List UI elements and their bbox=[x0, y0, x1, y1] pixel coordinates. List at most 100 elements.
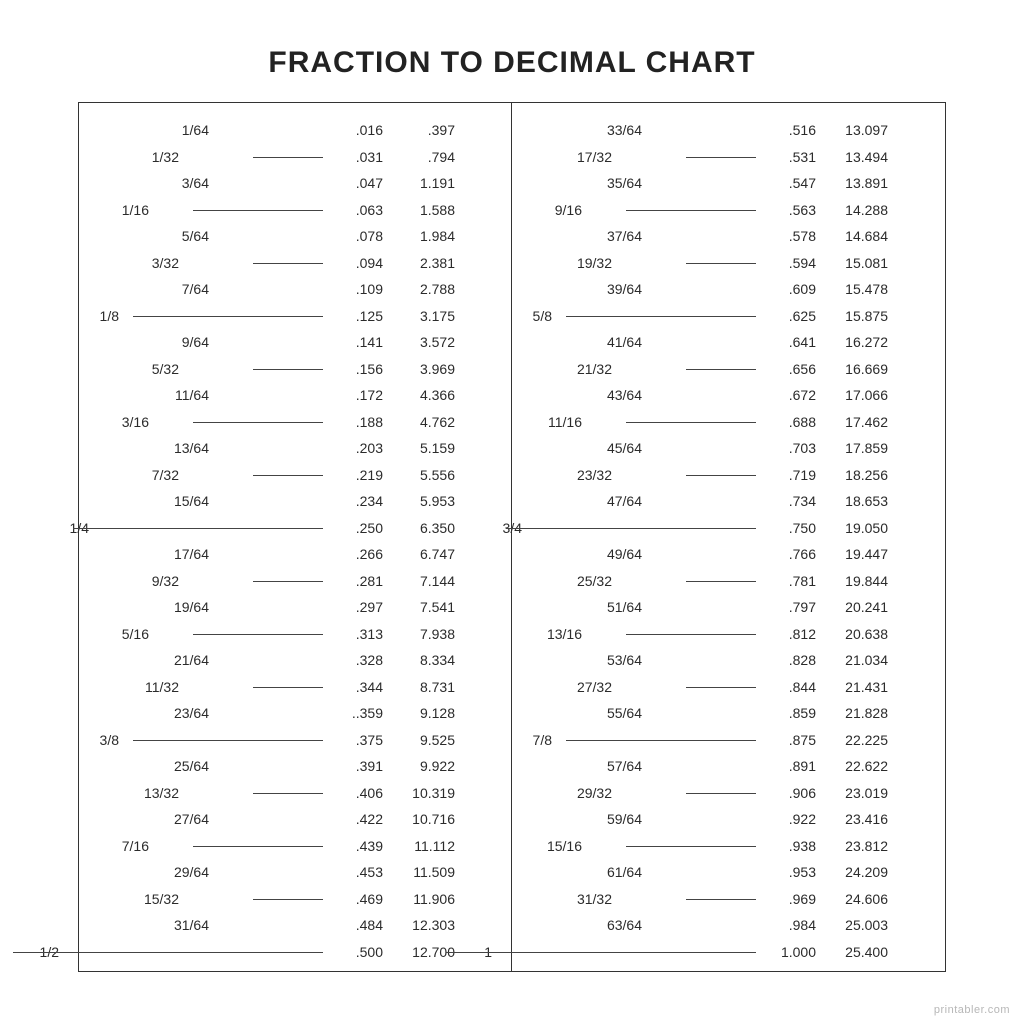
mm-cell: 21.034 bbox=[816, 652, 888, 668]
decimal-cell: .047 bbox=[323, 175, 383, 191]
mm-cell: 7.541 bbox=[383, 599, 455, 615]
table-row: 3/64.0471.191 bbox=[93, 170, 497, 197]
table-row: 35/64.54713.891 bbox=[526, 170, 931, 197]
fraction-cell: 5/16 bbox=[33, 626, 153, 642]
mm-cell: 17.859 bbox=[816, 440, 888, 456]
decimal-cell: .031 bbox=[323, 149, 383, 165]
decimal-cell: .516 bbox=[756, 122, 816, 138]
fraction-cell: 19/64 bbox=[93, 599, 213, 615]
mm-cell: 14.288 bbox=[816, 202, 888, 218]
fraction-cell: 5/32 bbox=[63, 361, 183, 377]
fraction-cell: 37/64 bbox=[526, 228, 646, 244]
mm-cell: 2.381 bbox=[383, 255, 455, 271]
table-row: 7/8.87522.225 bbox=[526, 727, 931, 754]
mm-cell: 25.400 bbox=[816, 944, 888, 960]
mm-cell: 6.747 bbox=[383, 546, 455, 562]
fraction-cell: 17/32 bbox=[496, 149, 616, 165]
mm-cell: 18.653 bbox=[816, 493, 888, 509]
table-row: 25/32.78119.844 bbox=[526, 568, 931, 595]
mm-cell: 23.416 bbox=[816, 811, 888, 827]
decimal-cell: .109 bbox=[323, 281, 383, 297]
fraction-cell: 59/64 bbox=[526, 811, 646, 827]
table-row: 31/32.96924.606 bbox=[526, 886, 931, 913]
decimal-cell: .141 bbox=[323, 334, 383, 350]
table-row: 17/32.53113.494 bbox=[526, 144, 931, 171]
decimal-cell: .313 bbox=[323, 626, 383, 642]
fraction-cell: 7/64 bbox=[93, 281, 213, 297]
fraction-cell: 45/64 bbox=[526, 440, 646, 456]
mm-cell: 16.272 bbox=[816, 334, 888, 350]
mm-cell: 7.938 bbox=[383, 626, 455, 642]
decimal-cell: .094 bbox=[323, 255, 383, 271]
table-row: 25/64.3919.922 bbox=[93, 753, 497, 780]
mm-cell: 22.225 bbox=[816, 732, 888, 748]
decimal-cell: .344 bbox=[323, 679, 383, 695]
mm-cell: 9.922 bbox=[383, 758, 455, 774]
decimal-cell: .439 bbox=[323, 838, 383, 854]
table-row: 31/64.48412.303 bbox=[93, 912, 497, 939]
fraction-cell: 35/64 bbox=[526, 175, 646, 191]
table-row: 11/16.68817.462 bbox=[526, 409, 931, 436]
fraction-cell: 3/8 bbox=[3, 732, 123, 748]
decimal-cell: .156 bbox=[323, 361, 383, 377]
table-row: 7/32.2195.556 bbox=[93, 462, 497, 489]
table-row: 5/32.1563.969 bbox=[93, 356, 497, 383]
mm-cell: 21.828 bbox=[816, 705, 888, 721]
fraction-cell: 1/8 bbox=[3, 308, 123, 324]
fraction-cell: 23/32 bbox=[496, 467, 616, 483]
table-row: 1/16.0631.588 bbox=[93, 197, 497, 224]
decimal-cell: .594 bbox=[756, 255, 816, 271]
table-row: 21/32.65616.669 bbox=[526, 356, 931, 383]
page: FRACTION TO DECIMAL CHART 1/64.016.3971/… bbox=[0, 0, 1024, 1024]
mm-cell: 25.003 bbox=[816, 917, 888, 933]
table-row: 41/64.64116.272 bbox=[526, 329, 931, 356]
right-column: 33/64.51613.09717/32.53113.49435/64.5471… bbox=[512, 103, 945, 971]
decimal-cell: .063 bbox=[323, 202, 383, 218]
fraction-cell: 13/32 bbox=[63, 785, 183, 801]
table-row: 5/16.3137.938 bbox=[93, 621, 497, 648]
decimal-cell: .469 bbox=[323, 891, 383, 907]
mm-cell: 10.319 bbox=[383, 785, 455, 801]
table-row: 15/16.93823.812 bbox=[526, 833, 931, 860]
table-row: 11.00025.400 bbox=[526, 939, 931, 966]
table-row: 5/8.62515.875 bbox=[526, 303, 931, 330]
decimal-cell: .406 bbox=[323, 785, 383, 801]
fraction-cell: 27/64 bbox=[93, 811, 213, 827]
fraction-cell: 3/16 bbox=[33, 414, 153, 430]
mm-cell: 2.788 bbox=[383, 281, 455, 297]
fraction-cell: 49/64 bbox=[526, 546, 646, 562]
decimal-cell: .391 bbox=[323, 758, 383, 774]
fraction-cell: 15/32 bbox=[63, 891, 183, 907]
decimal-cell: .828 bbox=[756, 652, 816, 668]
decimal-cell: .781 bbox=[756, 573, 816, 589]
mm-cell: 16.669 bbox=[816, 361, 888, 377]
mm-cell: .794 bbox=[383, 149, 455, 165]
fraction-cell: 23/64 bbox=[93, 705, 213, 721]
mm-cell: 22.622 bbox=[816, 758, 888, 774]
mm-cell: 8.731 bbox=[383, 679, 455, 695]
table-row: 61/64.95324.209 bbox=[526, 859, 931, 886]
table-row: 19/32.59415.081 bbox=[526, 250, 931, 277]
fraction-cell: 25/32 bbox=[496, 573, 616, 589]
decimal-cell: .188 bbox=[323, 414, 383, 430]
fraction-cell: 5/8 bbox=[436, 308, 556, 324]
table-row: 15/64.2345.953 bbox=[93, 488, 497, 515]
fraction-cell: 43/64 bbox=[526, 387, 646, 403]
decimal-cell: .453 bbox=[323, 864, 383, 880]
mm-cell: 1.984 bbox=[383, 228, 455, 244]
chart-frame: 1/64.016.3971/32.031.7943/64.0471.1911/1… bbox=[78, 102, 946, 972]
mm-cell: 12.303 bbox=[383, 917, 455, 933]
mm-cell: 19.050 bbox=[816, 520, 888, 536]
mm-cell: 23.812 bbox=[816, 838, 888, 854]
fraction-cell: 11/16 bbox=[466, 414, 586, 430]
table-row: 57/64.89122.622 bbox=[526, 753, 931, 780]
fraction-cell: 15/16 bbox=[466, 838, 586, 854]
mm-cell: 4.366 bbox=[383, 387, 455, 403]
table-row: 3/16.1884.762 bbox=[93, 409, 497, 436]
mm-cell: 7.144 bbox=[383, 573, 455, 589]
mm-cell: 20.638 bbox=[816, 626, 888, 642]
fraction-cell: 41/64 bbox=[526, 334, 646, 350]
decimal-cell: .797 bbox=[756, 599, 816, 615]
table-row: 59/64.92223.416 bbox=[526, 806, 931, 833]
decimal-cell: .672 bbox=[756, 387, 816, 403]
